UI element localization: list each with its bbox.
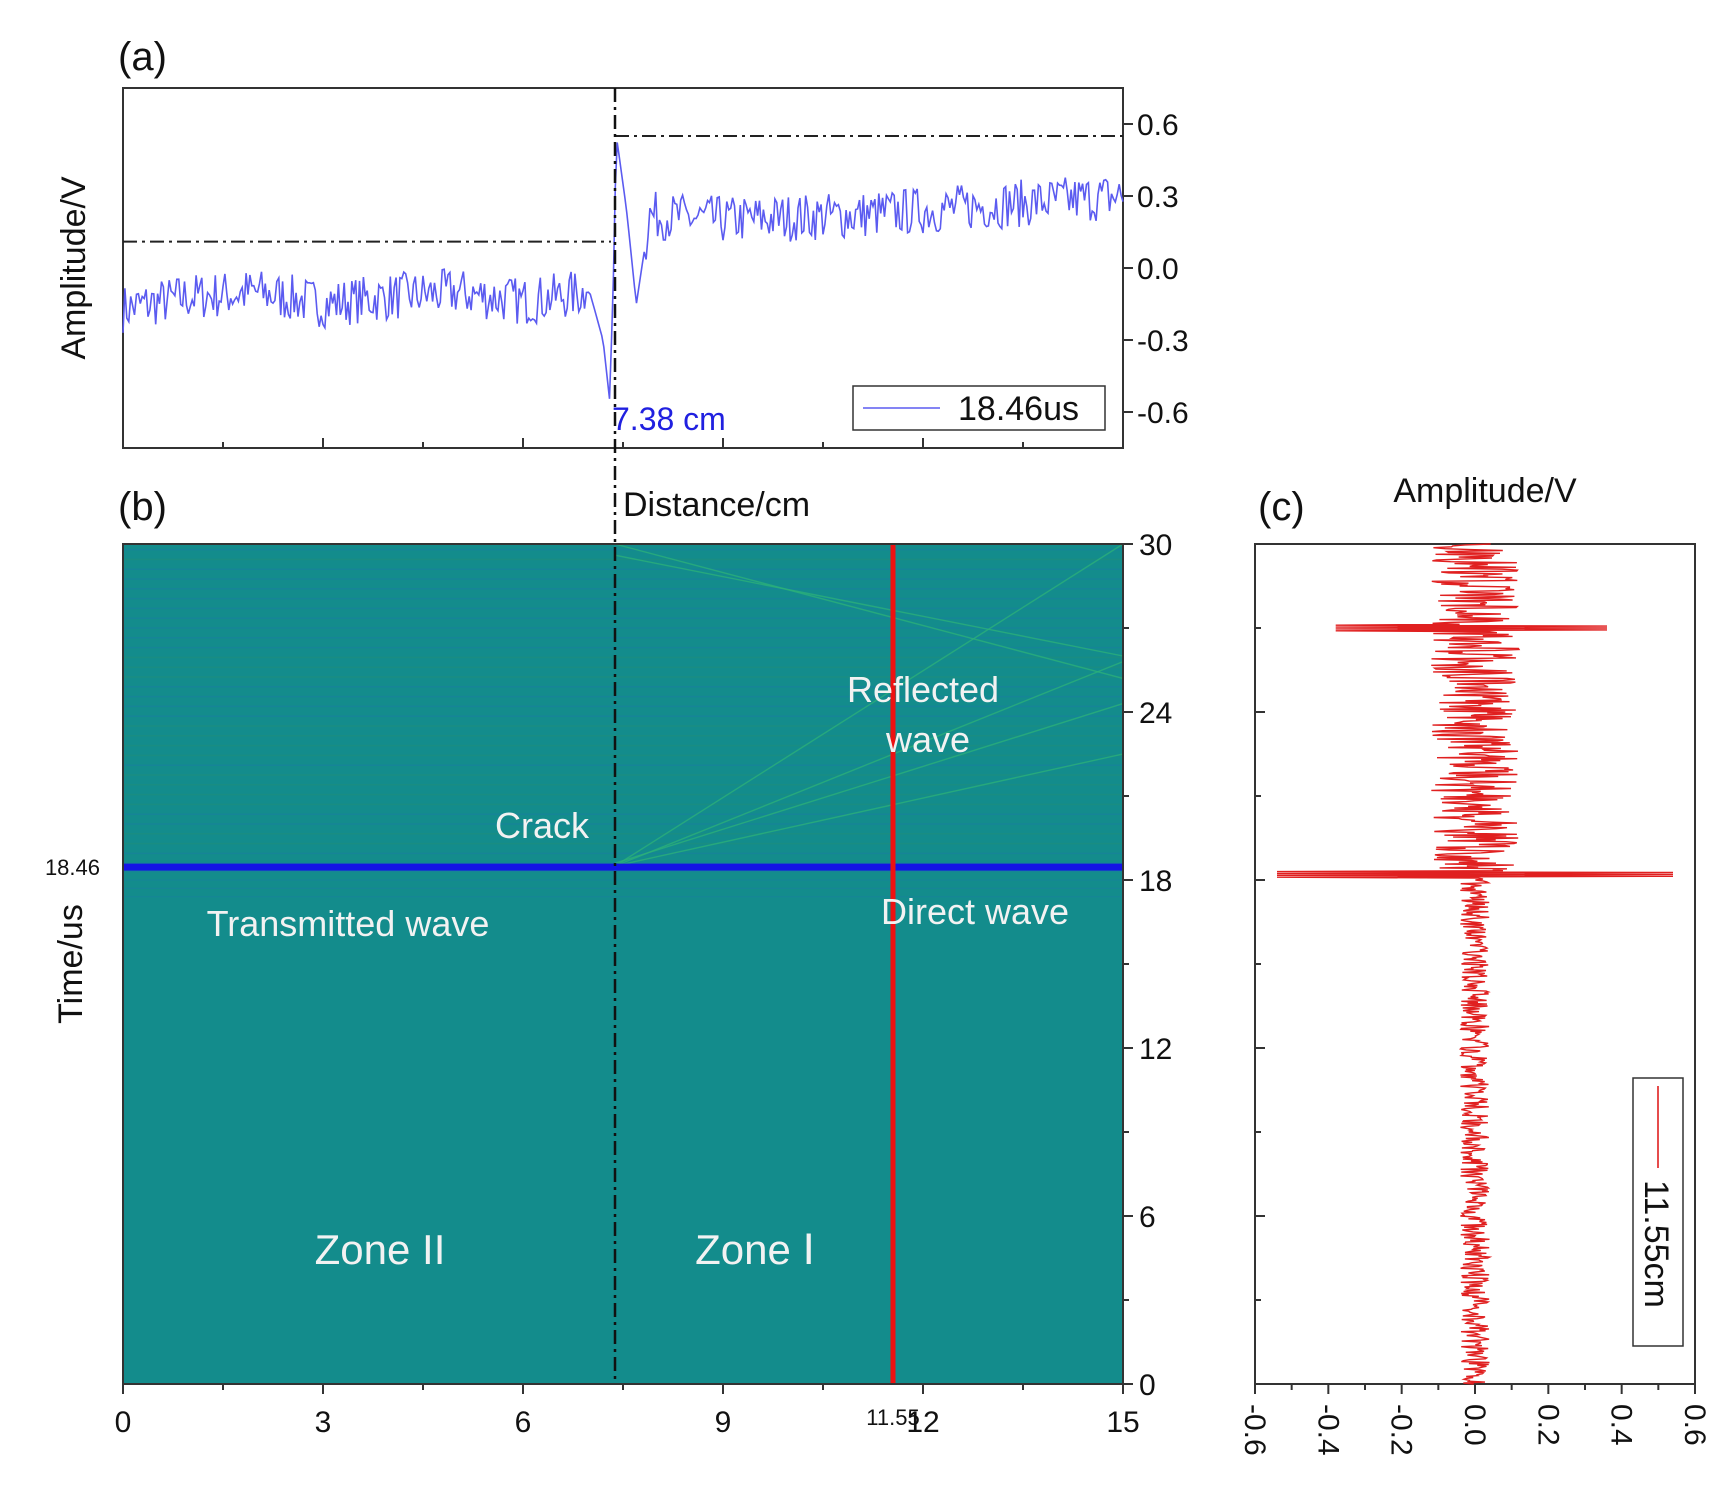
panel-c-yticks <box>1255 543 1265 1385</box>
panel-a-ytick-label: 0.6 <box>1137 109 1179 142</box>
panel-b-xticks: 0 3 6 9 12 15 <box>115 1384 1140 1439</box>
panel-a-ylabel: Amplitude/V <box>55 176 93 360</box>
panel-a-ytick-label: 0.3 <box>1137 181 1179 214</box>
reflection-diagonal <box>614 543 1124 867</box>
highlight-time-label: 18.46 <box>45 855 100 880</box>
panel-c-xtick-label: 0.6 <box>1678 1404 1711 1446</box>
crack-label: Crack <box>495 805 590 846</box>
panel-b: (b) Time/us 0 3 6 9 12 15 0 6 12 18 24 30 18.46 11… <box>45 88 1172 1439</box>
transmitted-wave-label: Transmitted wave <box>207 903 490 944</box>
panel-a-ytick-label: 0.0 <box>1137 253 1179 286</box>
panel-b-yticks: 0 6 12 18 24 30 <box>1123 529 1172 1402</box>
panel-b-xtick-label: 15 <box>1106 1406 1139 1439</box>
panel-a-xlabel: Distance/cm <box>623 486 810 524</box>
panel-c-xtick-label: 0.4 <box>1605 1404 1638 1446</box>
panel-c-xtick-label: -0.6 <box>1238 1404 1271 1456</box>
panel-c-xticks: -0.6 -0.4 -0.2 0.0 0.2 0.4 0.6 <box>1238 1384 1711 1456</box>
reflection-diagonal <box>614 543 1124 680</box>
panel-b-xtick-label: 12 <box>906 1406 939 1439</box>
panel-a-label: (a) <box>118 35 167 79</box>
panel-c-legend: 11.55cm <box>1632 1077 1684 1347</box>
panel-a-legend-label: 18.46us <box>958 390 1079 428</box>
panel-a-legend: 18.46us <box>852 385 1106 431</box>
panel-c: (c) Amplitude/V -0.6 -0.4 -0.2 0.0 0.2 0.4 0.6… <box>1238 472 1711 1456</box>
panel-b-xtick-label: 3 <box>315 1406 332 1439</box>
reflection-diagonal <box>614 554 1124 657</box>
panel-b-ytick-label: 6 <box>1139 1201 1156 1234</box>
reflection-diagonal <box>614 702 1124 864</box>
panel-b-label: (b) <box>118 485 167 529</box>
panel-b-xtick-label: 6 <box>515 1406 532 1439</box>
panel-c-xtick-label: 0.2 <box>1531 1404 1564 1446</box>
panel-b-ytick-label: 12 <box>1139 1033 1172 1066</box>
panel-a: (a) Amplitude/V 0.6 0.3 0.0 -0.3 -0.6 7.38 c… <box>55 35 1189 524</box>
panel-c-legend-label: 11.55cm <box>1637 1180 1675 1308</box>
reflection-diagonals <box>614 543 1124 867</box>
panel-b-ytick-label: 0 <box>1139 1369 1156 1402</box>
panel-b-ylabel: Time/us <box>52 904 90 1024</box>
panel-c-xtick-label: 0.0 <box>1458 1404 1491 1446</box>
panel-a-xticks <box>122 438 1124 448</box>
zone-1-label: Zone Ⅰ <box>695 1226 815 1273</box>
panel-c-label: (c) <box>1258 485 1305 529</box>
panel-b-ytick-label: 24 <box>1139 697 1172 730</box>
reflected-wave-label-line1: Reflected <box>847 669 999 710</box>
signal-trace-11-55cm <box>1276 543 1674 1385</box>
panel-a-yticks: 0.6 0.3 0.0 -0.3 -0.6 <box>1123 109 1189 430</box>
zone-2-label: Zone II <box>315 1226 446 1273</box>
signal-trace-18-46us <box>122 142 1124 399</box>
reflected-wave-label-line2: wave <box>885 719 970 760</box>
panel-b-xtick-label: 9 <box>715 1406 732 1439</box>
panel-b-ytick-label: 18 <box>1139 865 1172 898</box>
direct-wave-label: Direct wave <box>881 891 1069 932</box>
heatmap-background <box>123 544 1123 1384</box>
panel-a-ytick-label: -0.6 <box>1137 397 1189 430</box>
reflection-diagonal <box>614 753 1124 867</box>
reflection-diagonal <box>614 660 1124 867</box>
panel-c-xtick-label: -0.2 <box>1385 1404 1418 1456</box>
crack-distance-label: 7.38 cm <box>612 401 726 437</box>
highlight-distance-label: 11.55 <box>866 1405 919 1430</box>
panel-c-xtick-label: -0.4 <box>1311 1404 1344 1456</box>
panel-c-xlabel: Amplitude/V <box>1393 472 1577 510</box>
panel-b-xtick-label: 0 <box>115 1406 132 1439</box>
panel-b-ytick-label: 30 <box>1139 529 1172 562</box>
heatmap-stripes <box>123 548 1123 898</box>
panel-a-ytick-label: -0.3 <box>1137 325 1189 358</box>
